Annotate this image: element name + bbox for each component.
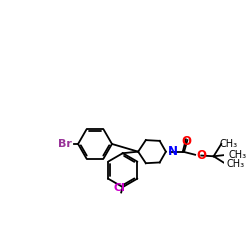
Text: CH₃: CH₃ — [227, 159, 245, 169]
Text: O: O — [197, 149, 207, 162]
Text: CH₃: CH₃ — [228, 150, 246, 160]
Text: CH₃: CH₃ — [220, 139, 238, 149]
Text: N: N — [168, 145, 177, 158]
Text: O: O — [182, 135, 192, 148]
Text: Cl: Cl — [114, 183, 126, 193]
Text: Br: Br — [58, 139, 72, 149]
